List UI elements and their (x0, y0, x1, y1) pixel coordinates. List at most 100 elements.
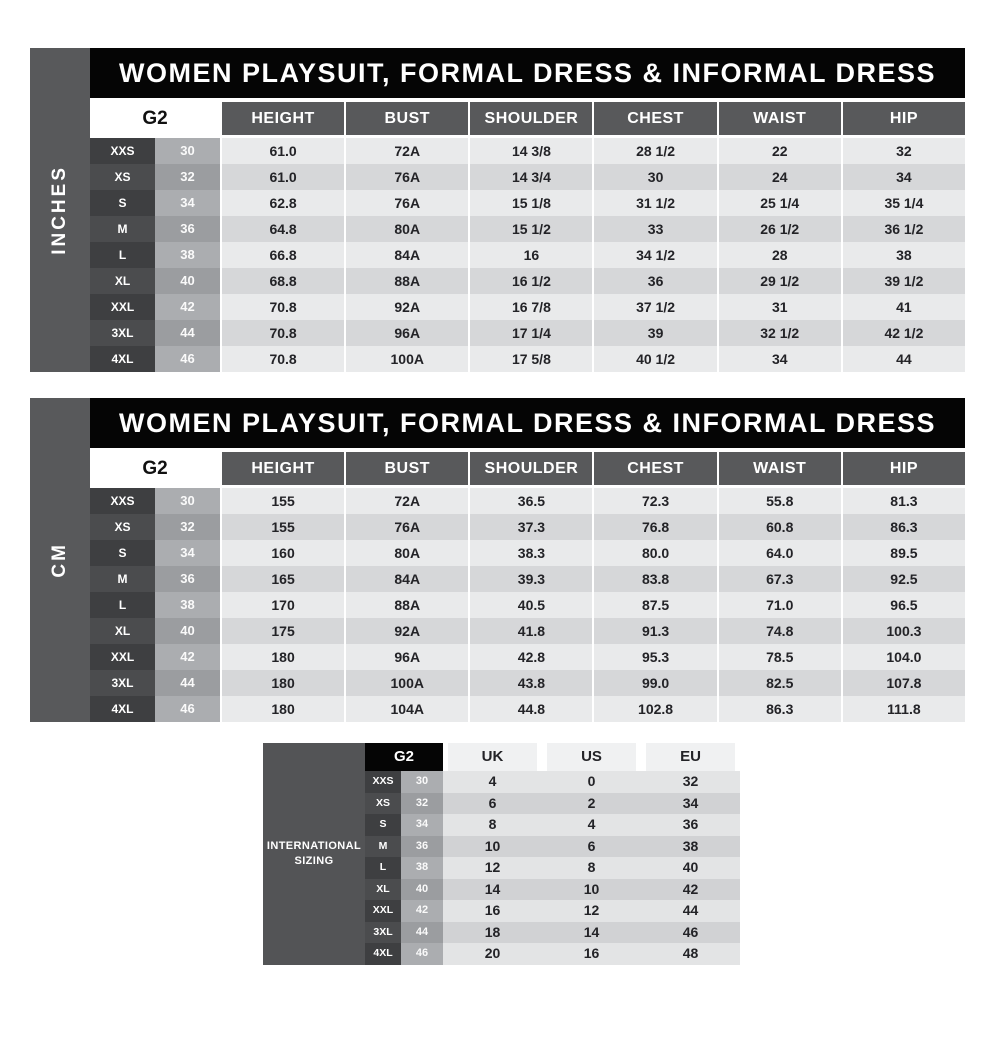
value-cell: 100A (344, 670, 469, 696)
value-cell: 22 (716, 138, 841, 164)
value-cell: 40 (682, 859, 699, 875)
g2-size-cell: 42 (155, 644, 220, 670)
g2-size-cell: 32 (401, 792, 443, 814)
g2-size-cell: 38 (155, 242, 220, 268)
g2-size-cell: 40 (401, 878, 443, 900)
size-label-cell: M (365, 835, 401, 857)
value-cell: 42 1/2 (840, 320, 965, 346)
table-row: S 34 62.8 76A 15 1/8 31 1/2 25 1/4 35 1/4 (90, 190, 965, 216)
value-cell: 8 (587, 859, 596, 875)
international-sizing-rail: INTERNATIONAL SIZING (263, 743, 365, 965)
value-cell: 66.8 (220, 242, 345, 268)
column-header-cell: WAIST (716, 102, 841, 135)
value-cell: 32 1/2 (716, 320, 841, 346)
cm-unit-rail: CM (30, 398, 90, 722)
value-cell: 88A (344, 268, 469, 294)
table-row: M 36 10 6 38 (365, 835, 740, 857)
value-cell: 4 (587, 816, 596, 832)
g2-size-cell: 46 (155, 346, 220, 372)
value-cell: 76A (344, 190, 469, 216)
size-label-cell: L (365, 857, 401, 879)
column-header-cell: BUST (344, 452, 469, 485)
size-label-cell: XXS (90, 138, 155, 164)
value-cell: 39.3 (468, 566, 593, 592)
g2-size-cell: 34 (155, 190, 220, 216)
size-label-cell: 3XL (365, 921, 401, 943)
g2-header-cell: G2 (90, 452, 220, 485)
table-row: XXL 42 70.8 92A 16 7/8 37 1/2 31 41 (90, 294, 965, 320)
value-cell: 76A (344, 164, 469, 190)
g2-size-cell: 34 (401, 814, 443, 836)
size-label-cell: L (90, 592, 155, 618)
column-header-cell: CHEST (592, 102, 717, 135)
value-cell: 16 (468, 242, 593, 268)
table-row: XXS 30 155 72A 36.5 72.3 55.8 81.3 (90, 488, 965, 514)
table-row: XXS 30 4 0 32 (365, 771, 740, 793)
value-cell: 37.3 (468, 514, 593, 540)
inches-unit-rail: INCHES (30, 48, 90, 372)
value-cell: 0 (587, 773, 596, 789)
value-cell: 20 (484, 945, 501, 961)
value-cell: 42 (682, 880, 699, 897)
value-cell: 96A (344, 320, 469, 346)
international-sizing-label-line2: SIZING (294, 854, 334, 867)
value-cell: 55.8 (716, 488, 841, 514)
value-cell: 17 5/8 (468, 346, 593, 372)
value-cell: 14 3/8 (468, 138, 593, 164)
value-cell: 15 1/8 (468, 190, 593, 216)
value-cell: 96A (344, 644, 469, 670)
column-header-cell: US (547, 743, 636, 771)
value-cell: 72A (344, 488, 469, 514)
value-cell: 10 (484, 837, 501, 854)
table-row: XL 40 175 92A 41.8 91.3 74.8 100.3 (90, 618, 965, 644)
value-cell: 107.8 (840, 670, 965, 696)
value-cell: 12 (484, 859, 501, 875)
value-cell: 34 (682, 794, 699, 811)
value-cell: 48 (682, 945, 699, 961)
g2-header-cell: G2 (365, 743, 443, 771)
value-cell: 38.3 (468, 540, 593, 566)
value-cell: 78.5 (716, 644, 841, 670)
size-label-cell: XL (90, 618, 155, 644)
value-cell: 86.3 (840, 514, 965, 540)
inches-header-row: G2 HEIGHT BUST SHOULDER CHEST WAIST HIP (90, 102, 965, 135)
size-label-cell: M (90, 566, 155, 592)
column-header-cell: BUST (344, 102, 469, 135)
value-cell: 25 1/4 (716, 190, 841, 216)
column-header-cell: EU (646, 743, 735, 771)
value-cell: 14 3/4 (468, 164, 593, 190)
value-cell: 100.3 (840, 618, 965, 644)
value-cell: 76.8 (592, 514, 717, 540)
size-label-cell: XXS (365, 771, 401, 793)
value-cell: 170 (220, 592, 345, 618)
value-cell: 34 (716, 346, 841, 372)
value-cell: 36 1/2 (840, 216, 965, 242)
value-cell: 72.3 (592, 488, 717, 514)
g2-size-cell: 40 (155, 268, 220, 294)
value-cell: 111.8 (840, 696, 965, 722)
value-cell: 10 (583, 880, 600, 897)
value-cell: 16 1/2 (468, 268, 593, 294)
value-cell: 16 7/8 (468, 294, 593, 320)
value-cell: 38 (840, 242, 965, 268)
table-row: 3XL 44 180 100A 43.8 99.0 82.5 107.8 (90, 670, 965, 696)
g2-size-cell: 46 (401, 943, 443, 965)
value-cell: 34 1/2 (592, 242, 717, 268)
value-cell: 40 1/2 (592, 346, 717, 372)
value-cell: 24 (716, 164, 841, 190)
size-label-cell: 3XL (90, 320, 155, 346)
column-header-cell: HIP (840, 102, 965, 135)
table-row: L 38 170 88A 40.5 87.5 71.0 96.5 (90, 592, 965, 618)
cm-table-title: WOMEN PLAYSUIT, FORMAL DRESS & INFORMAL … (90, 398, 965, 448)
inches-unit-label: INCHES (49, 165, 70, 255)
size-label-cell: S (365, 814, 401, 836)
value-cell: 95.3 (592, 644, 717, 670)
international-size-table: INTERNATIONAL SIZING G2 UK US EU XXS 30 4 0 32… (263, 743, 740, 965)
value-cell: 44.8 (468, 696, 593, 722)
value-cell: 62.8 (220, 190, 345, 216)
value-cell: 36 (592, 268, 717, 294)
table-row: 4XL 46 70.8 100A 17 5/8 40 1/2 34 44 (90, 346, 965, 372)
value-cell: 70.8 (220, 294, 345, 320)
value-cell: 102.8 (592, 696, 717, 722)
g2-size-cell: 42 (155, 294, 220, 320)
